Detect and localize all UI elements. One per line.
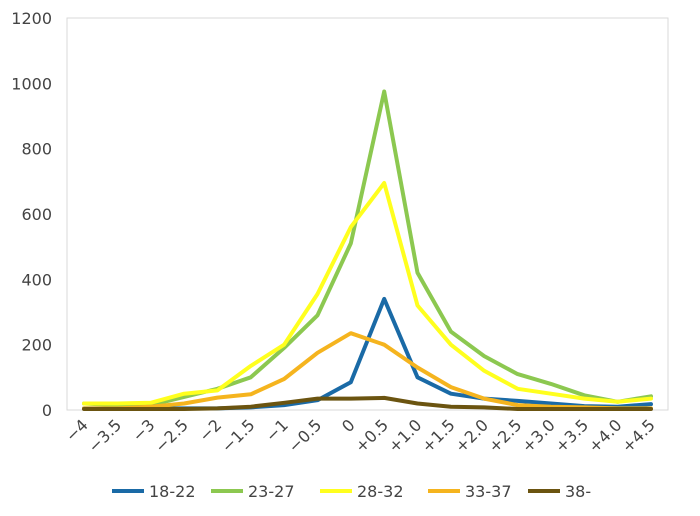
series-line-33-37 — [82, 331, 653, 411]
x-tick-label: +1.0 — [384, 415, 425, 456]
legend-label: 38- — [565, 482, 591, 501]
y-tick-label: 1000 — [11, 74, 52, 93]
legend: 18-22 23-27 28-32 33-37 38- — [112, 482, 591, 501]
y-tick-label: 200 — [21, 336, 52, 355]
x-tick-label: +2.5 — [485, 415, 526, 456]
x-tick-label: +1.5 — [418, 415, 459, 456]
y-tick-label: 800 — [21, 140, 52, 159]
x-tick-label: +4.5 — [618, 415, 659, 456]
series-lines — [82, 89, 653, 411]
x-tick-label: +3.0 — [518, 415, 559, 456]
y-tick-label: 0 — [42, 401, 52, 420]
series-line-23-27 — [82, 89, 653, 408]
x-tick-label: −1.5 — [218, 415, 259, 456]
x-tick-label: −2.5 — [151, 415, 192, 456]
y-tick-label: 1200 — [11, 9, 52, 28]
y-tick-label: 400 — [21, 270, 52, 289]
x-tick-label: 0 — [338, 415, 359, 436]
legend-label: 33-37 — [465, 482, 512, 501]
legend-label: 28-32 — [357, 482, 404, 501]
x-tick-label: +4.0 — [585, 415, 626, 456]
plot-area — [66, 17, 669, 411]
x-tick-label: −0.5 — [284, 415, 325, 456]
x-tick-label: +2.0 — [451, 415, 492, 456]
legend-label: 18-22 — [149, 482, 196, 501]
x-tick-label: +0.5 — [351, 415, 392, 456]
series-line-28-32 — [82, 181, 653, 406]
y-tick-label: 600 — [21, 205, 52, 224]
x-tick-label: −3.5 — [84, 415, 125, 456]
x-axis: −4−3.5 −3−2.5 −2−1.5 −1−0.5 0+0.5+1.0+1.5+2.… — [62, 415, 659, 456]
series-line-38- — [82, 395, 653, 411]
y-axis: 0 200 400 600 800 1000 1200 — [11, 9, 52, 420]
x-tick-label: +3.5 — [551, 415, 592, 456]
legend-label: 23-27 — [248, 482, 295, 501]
